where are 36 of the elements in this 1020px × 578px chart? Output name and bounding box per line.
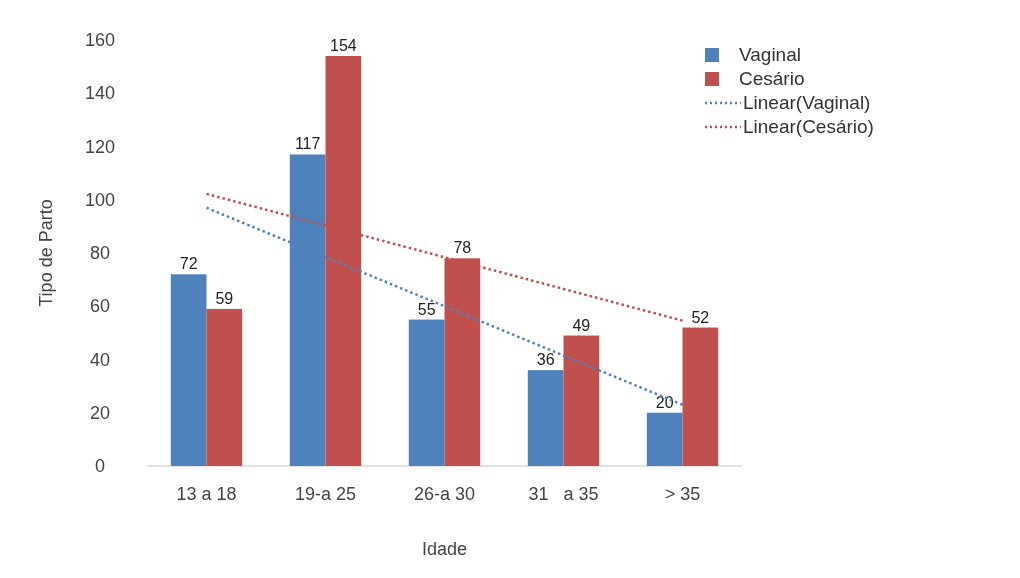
bar xyxy=(563,335,600,466)
y-tick-label: 60 xyxy=(89,296,111,317)
y-tick-label: 140 xyxy=(84,83,116,104)
y-tick-label: 120 xyxy=(84,136,116,157)
data-label: 78 xyxy=(453,239,472,257)
y-tick-label: 160 xyxy=(84,30,116,50)
bar xyxy=(206,308,243,466)
bar xyxy=(527,370,564,466)
legend-label: Linear(Cesário) xyxy=(743,116,874,137)
x-axis-title: Idade xyxy=(421,539,468,559)
data-label: 117 xyxy=(294,135,321,153)
x-tick-label: > 35 xyxy=(664,484,701,504)
bar xyxy=(408,319,445,466)
y-tick-label: 20 xyxy=(89,402,111,423)
bar xyxy=(646,412,683,466)
data-label: 36 xyxy=(536,351,555,369)
y-tick-label: 40 xyxy=(89,349,111,370)
data-label: 154 xyxy=(330,36,357,54)
bar xyxy=(682,327,719,466)
x-tick-label: 31 a 35 xyxy=(528,484,599,504)
x-tick-label: 26-a 30 xyxy=(413,484,476,504)
y-axis-title: Tipo de Parto xyxy=(36,199,56,307)
y-tick-label: 0 xyxy=(94,456,106,476)
y-tick-label: 80 xyxy=(89,243,111,263)
data-label: 72 xyxy=(179,255,198,273)
x-tick-label: 19-a 25 xyxy=(294,484,357,504)
data-label: 59 xyxy=(215,289,234,307)
x-tick-label: 13 a 18 xyxy=(176,484,237,504)
legend-label: Linear(Vaginal) xyxy=(743,92,871,113)
legend-label: Cesário xyxy=(739,68,805,89)
bar xyxy=(170,274,207,466)
data-label: 52 xyxy=(691,308,710,326)
y-tick-label: 100 xyxy=(84,189,116,210)
legend-label: Vaginal xyxy=(739,44,801,65)
data-label: 55 xyxy=(417,300,436,318)
data-label: 49 xyxy=(572,316,591,334)
